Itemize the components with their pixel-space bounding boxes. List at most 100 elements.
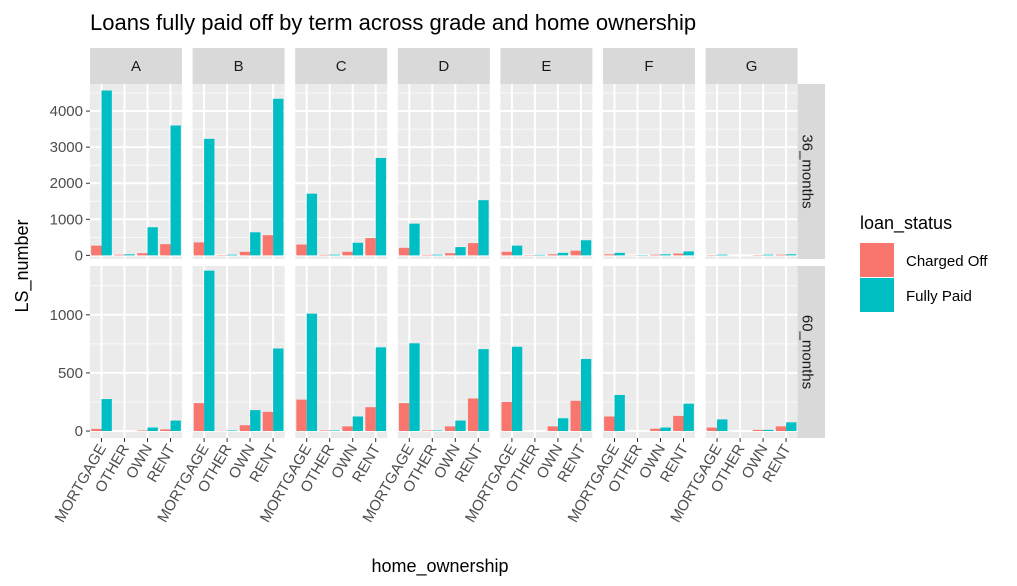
chart-title: Loans fully paid off by term across grad… [90, 10, 696, 35]
facet-strip-label: B [234, 58, 244, 75]
bar-B-36_months-OWN-fully-paid [250, 232, 261, 256]
bar-B-60_months-MORTGAGE-fully-paid [204, 270, 215, 432]
bar-A-60_months-OWN-fully-paid [147, 427, 158, 432]
bar-F-60_months-OWN-charged-off [650, 428, 661, 432]
bar-F-36_months-RENT-fully-paid [683, 251, 694, 256]
bar-E-60_months-MORTGAGE-fully-paid [511, 346, 523, 432]
bar-G-36_months-MORTGAGE-fully-paid [717, 254, 728, 256]
bar-C-36_months-OWN-fully-paid [352, 242, 364, 256]
bar-D-60_months-RENT-fully-paid [478, 349, 489, 432]
legend-label: Fully Paid [906, 288, 972, 305]
facet-strip-label: G [746, 58, 758, 75]
bar-G-36_months-RENT-fully-paid [786, 254, 797, 256]
bar-E-60_months-RENT-charged-off [570, 400, 581, 432]
bar-F-60_months-RENT-fully-paid [683, 403, 694, 432]
bar-C-36_months-MORTGAGE-fully-paid [306, 193, 318, 256]
bar-A-60_months-MORTGAGE-fully-paid [101, 399, 112, 432]
bar-C-60_months-OWN-fully-paid [352, 416, 364, 432]
bar-D-36_months-RENT-charged-off [467, 243, 479, 256]
x-axis-title: home_ownership [371, 556, 508, 577]
bar-A-36_months-OTHER-charged-off [114, 254, 125, 256]
bar-G-36_months-OWN-fully-paid [763, 254, 774, 256]
facet-strip-label: C [336, 58, 347, 75]
bar-A-36_months-MORTGAGE-charged-off [91, 245, 102, 256]
bar-B-60_months-OTHER-fully-paid [227, 430, 238, 432]
bar-G-60_months-RENT-charged-off [775, 426, 787, 432]
y-tick-label: 4000 [50, 103, 83, 120]
bar-G-60_months-MORTGAGE-fully-paid [717, 419, 728, 432]
bar-D-36_months-MORTGAGE-fully-paid [409, 223, 420, 256]
facet-strip-G [705, 48, 798, 84]
bar-E-36_months-OTHER-fully-paid [534, 254, 546, 256]
bar-E-36_months-MORTGAGE-fully-paid [511, 245, 523, 256]
bar-A-36_months-RENT-fully-paid [170, 125, 181, 256]
legend: loan_status Charged Off Fully Paid [860, 213, 988, 312]
bar-D-36_months-OTHER-charged-off [421, 254, 433, 256]
legend-title: loan_status [860, 213, 952, 234]
y-tick-label: 0 [75, 423, 83, 440]
bar-B-36_months-RENT-charged-off [262, 235, 274, 256]
facet-strip-D [397, 48, 490, 84]
panel-background [500, 84, 593, 259]
legend-key-charged-off [860, 243, 894, 277]
bar-A-36_months-OWN-fully-paid [147, 227, 158, 256]
bar-C-36_months-MORTGAGE-charged-off [296, 244, 307, 256]
facet-strip-E [500, 48, 593, 84]
bar-E-60_months-OWN-fully-paid [557, 418, 569, 432]
bar-E-60_months-OWN-charged-off [547, 426, 558, 432]
facet-strip-C [295, 48, 388, 84]
y-tick-label: 3000 [50, 139, 83, 156]
y-tick-label: 0 [75, 247, 83, 264]
bar-F-60_months-OWN-fully-paid [660, 427, 671, 432]
bar-C-60_months-MORTGAGE-fully-paid [306, 313, 318, 432]
bar-C-60_months-OTHER-fully-paid [329, 430, 341, 432]
bar-C-60_months-MORTGAGE-charged-off [296, 399, 307, 432]
facet-strip-label: F [644, 58, 653, 75]
bar-F-60_months-MORTGAGE-charged-off [604, 416, 615, 432]
bar-B-60_months-RENT-charged-off [262, 411, 274, 432]
bar-B-36_months-OTHER-fully-paid [227, 254, 238, 256]
bar-E-36_months-OWN-charged-off [547, 254, 558, 256]
bar-A-60_months-OWN-charged-off [137, 430, 148, 432]
bar-E-60_months-MORTGAGE-charged-off [501, 401, 512, 432]
bar-D-60_months-OTHER-fully-paid [432, 430, 443, 432]
bar-D-36_months-OWN-fully-paid [455, 247, 466, 256]
bar-D-60_months-MORTGAGE-charged-off [398, 403, 410, 432]
bar-B-60_months-OWN-charged-off [239, 425, 251, 432]
bar-B-36_months-RENT-fully-paid [273, 98, 284, 256]
bar-D-60_months-OWN-fully-paid [455, 420, 466, 432]
bar-D-60_months-OWN-charged-off [444, 426, 456, 432]
y-tick-label: 2000 [50, 175, 83, 192]
facet-strip-label: E [541, 58, 551, 75]
facet-strip-A [90, 48, 182, 84]
bar-D-36_months-RENT-fully-paid [478, 200, 489, 256]
bar-E-60_months-RENT-fully-paid [580, 358, 592, 432]
bar-E-36_months-MORTGAGE-charged-off [501, 251, 512, 256]
bar-E-36_months-RENT-charged-off [570, 250, 581, 256]
bar-C-36_months-OTHER-fully-paid [329, 254, 341, 256]
bar-D-36_months-MORTGAGE-charged-off [398, 247, 410, 256]
bar-F-36_months-OWN-charged-off [650, 254, 661, 256]
bar-A-36_months-RENT-charged-off [160, 244, 171, 256]
panel-background [705, 84, 798, 259]
panels-group: A B C D E F G 36_months 0 1000 2000 3000 4000 60_mont… [50, 48, 825, 526]
bar-C-60_months-OTHER-charged-off [319, 430, 330, 432]
bar-E-36_months-RENT-fully-paid [580, 240, 592, 256]
bar-G-60_months-OWN-charged-off [752, 429, 764, 432]
y-tick-label: 500 [58, 365, 83, 382]
y-tick-label: 1000 [50, 211, 83, 228]
y-tick-label: 1000 [50, 307, 83, 324]
bar-G-60_months-RENT-fully-paid [786, 422, 797, 432]
bar-A-60_months-RENT-charged-off [160, 429, 171, 432]
bar-C-36_months-RENT-charged-off [365, 238, 376, 256]
bar-C-36_months-OTHER-charged-off [319, 254, 330, 256]
row-strip-label: 36_months [799, 134, 816, 208]
bar-G-60_months-MORTGAGE-charged-off [706, 427, 718, 432]
bar-D-60_months-MORTGAGE-fully-paid [409, 343, 420, 432]
bar-C-60_months-RENT-fully-paid [375, 347, 387, 432]
bar-B-60_months-OWN-fully-paid [250, 410, 261, 432]
panel-background [603, 84, 695, 259]
bar-A-60_months-RENT-fully-paid [170, 420, 181, 432]
bar-C-36_months-OWN-charged-off [342, 251, 353, 256]
